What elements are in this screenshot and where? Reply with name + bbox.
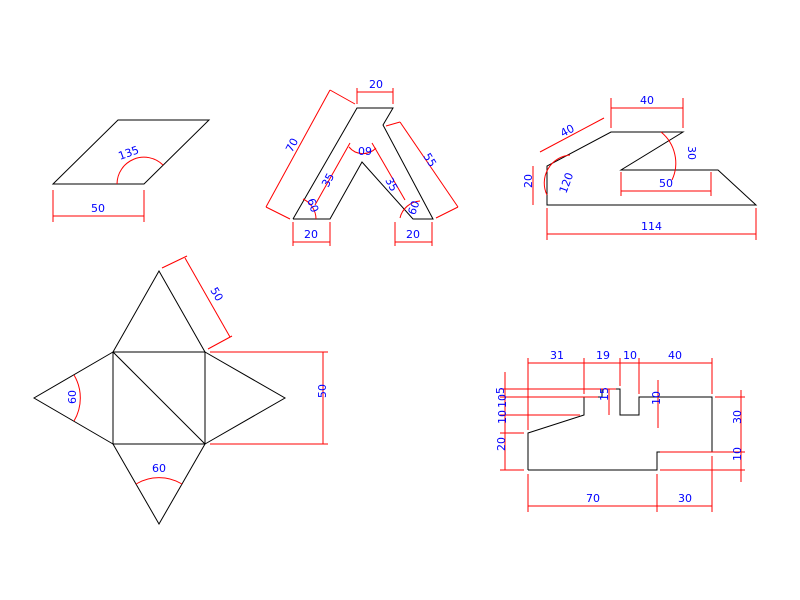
net-edge-ext-bottom <box>207 335 233 350</box>
v-inner-right-line <box>371 142 406 201</box>
rhombus-angle-label: 135 <box>117 143 141 162</box>
slot-right-height-label: 30 <box>731 410 744 424</box>
slot-left-dim-1: 5 <box>494 387 507 394</box>
rhombus-figure: 135 50 <box>51 119 211 222</box>
sp-acute-angle-label: 30 <box>685 146 698 160</box>
slot-left-dim-4: 20 <box>495 437 508 451</box>
sp-slant-line <box>539 117 605 153</box>
sp-top-width-label: 40 <box>640 94 654 107</box>
stepped-profile-figure: 40 40 20 120 30 50 114 <box>522 94 758 240</box>
v-left-length-line <box>265 89 331 208</box>
v-left-ext-bottom <box>265 206 291 220</box>
slot-left-dim-2: 10 <box>496 394 509 408</box>
rhombus-width-label: 50 <box>91 202 105 215</box>
v-right-ext-bottom <box>435 206 459 219</box>
v-top-width-label: 20 <box>369 78 383 91</box>
v-inner-right-label: 35 <box>382 175 400 193</box>
slot-top-dim-2: 19 <box>596 349 610 362</box>
v-right-length-label: 55 <box>420 151 438 170</box>
slot-top-dim-3: 10 <box>623 349 637 362</box>
net-bottom-triangle <box>112 443 206 526</box>
net-edge-dim-line <box>184 257 231 338</box>
v-apex-angle-arc <box>348 146 377 155</box>
sp-total-width-label: 114 <box>641 220 662 233</box>
sp-middle-width-label: 50 <box>659 177 673 190</box>
slot-notch-label: 10 <box>650 391 663 405</box>
pyramid-net-figure: 50 50 60 60 <box>33 255 329 526</box>
v-inner-left-line <box>314 142 351 206</box>
v-right-angle-label: 60 <box>406 199 423 217</box>
net-left-angle-label: 60 <box>66 390 79 404</box>
slot-depth-label: 15 <box>598 387 611 401</box>
v-left-length-label: 70 <box>283 136 301 154</box>
slot-bottom-dim-2: 30 <box>678 492 692 505</box>
rhombus-angle-arc <box>116 156 164 185</box>
net-center-square <box>112 351 206 445</box>
sp-slant-label: 40 <box>558 122 576 140</box>
net-top-triangle <box>112 269 206 353</box>
v-left-angle-arc <box>302 198 317 220</box>
net-square-label: 50 <box>316 384 329 398</box>
slotted-profile-figure: 31 19 10 40 5 10 10 20 15 10 30 10 70 30 <box>494 349 745 512</box>
net-square-diagonal <box>112 351 206 445</box>
v-left-ext-top <box>329 89 356 105</box>
net-edge-ext-top <box>161 255 188 269</box>
v-right-base-label: 20 <box>406 228 420 241</box>
sp-obtuse-angle-arc <box>543 154 571 196</box>
slot-right-step-label: 10 <box>731 447 744 461</box>
v-inner-left-label: 35 <box>319 171 337 189</box>
net-left-triangle <box>33 351 114 445</box>
slot-left-dim-3: 10 <box>496 410 509 424</box>
stepped-profile-outline <box>546 131 758 206</box>
net-bottom-angle-label: 60 <box>152 462 166 475</box>
v-right-ext-top <box>385 121 401 127</box>
net-edge-label: 50 <box>207 285 225 304</box>
slot-top-dim-1: 31 <box>550 349 564 362</box>
v-shape-figure: 20 70 55 35 35 60 60 60 20 20 <box>265 78 459 246</box>
sp-left-height-label: 20 <box>522 174 535 188</box>
sp-acute-angle-arc <box>660 131 677 181</box>
slotted-profile-outline <box>527 388 713 471</box>
slot-top-dim-4: 40 <box>668 349 682 362</box>
v-left-base-label: 20 <box>304 228 318 241</box>
v-right-length-line <box>399 121 459 208</box>
sp-obtuse-angle-label: 120 <box>557 171 576 195</box>
v-apex-angle-label: 60 <box>358 144 372 157</box>
v-shape-outline <box>292 107 434 220</box>
v-right-angle-arc <box>399 200 421 219</box>
v-left-angle-label: 60 <box>304 197 321 215</box>
net-bottom-angle-arc <box>135 477 183 485</box>
net-left-angle-arc <box>73 374 81 422</box>
slot-bottom-dim-1: 70 <box>586 492 600 505</box>
rhombus-outline <box>51 119 211 185</box>
net-right-triangle <box>204 351 287 445</box>
